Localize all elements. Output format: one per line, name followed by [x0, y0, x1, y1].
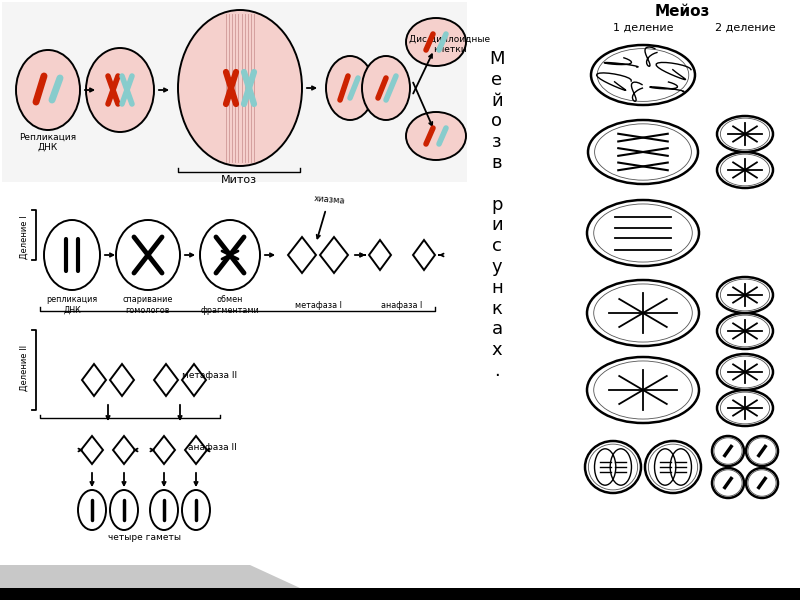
Ellipse shape	[746, 436, 778, 466]
Ellipse shape	[717, 277, 773, 313]
Ellipse shape	[116, 220, 180, 290]
Text: спаривание
гомологов: спаривание гомологов	[123, 295, 173, 314]
Ellipse shape	[182, 490, 210, 530]
Ellipse shape	[44, 220, 100, 290]
Text: Мейоз: Мейоз	[654, 4, 710, 19]
Ellipse shape	[78, 490, 106, 530]
Ellipse shape	[588, 120, 698, 184]
Ellipse shape	[645, 441, 701, 493]
Ellipse shape	[717, 152, 773, 188]
FancyBboxPatch shape	[2, 2, 467, 182]
Ellipse shape	[200, 220, 260, 290]
Text: анафаза II: анафаза II	[188, 443, 236, 452]
Text: четыре гаметы: четыре гаметы	[107, 533, 181, 542]
Ellipse shape	[150, 490, 178, 530]
Ellipse shape	[406, 112, 466, 160]
Ellipse shape	[326, 56, 374, 120]
Text: 1 деление: 1 деление	[613, 23, 674, 33]
Ellipse shape	[16, 50, 80, 130]
Ellipse shape	[712, 436, 744, 466]
Text: обмен
фрагментами: обмен фрагментами	[201, 295, 259, 314]
Text: метафаза I: метафаза I	[294, 301, 342, 310]
Ellipse shape	[717, 313, 773, 349]
Ellipse shape	[712, 468, 744, 498]
Ellipse shape	[717, 354, 773, 390]
Ellipse shape	[362, 56, 410, 120]
Ellipse shape	[587, 357, 699, 423]
Text: Деление I: Деление I	[19, 215, 29, 259]
Ellipse shape	[746, 468, 778, 498]
Ellipse shape	[178, 10, 302, 166]
Ellipse shape	[717, 390, 773, 426]
Ellipse shape	[587, 280, 699, 346]
Ellipse shape	[587, 200, 699, 266]
Ellipse shape	[591, 45, 695, 105]
Text: Дис диплоидные
клетки: Дис диплоидные клетки	[410, 34, 490, 54]
Text: метафаза II: метафаза II	[182, 371, 238, 380]
Text: М
е
й
о
з
в

р
и
с
у
н
к
а
х
.: М е й о з в р и с у н к а х .	[490, 50, 505, 380]
Text: Репликация
ДНК: Репликация ДНК	[19, 132, 77, 152]
Text: хиазма: хиазма	[314, 194, 346, 206]
Polygon shape	[0, 565, 300, 588]
Text: Митоз: Митоз	[221, 175, 257, 185]
Text: анафаза I: анафаза I	[382, 301, 422, 310]
Ellipse shape	[110, 490, 138, 530]
Ellipse shape	[585, 441, 641, 493]
Ellipse shape	[86, 48, 154, 132]
Polygon shape	[0, 588, 800, 600]
Text: 2 деление: 2 деление	[714, 23, 775, 33]
Text: Деление II: Деление II	[19, 345, 29, 391]
Ellipse shape	[717, 116, 773, 152]
Ellipse shape	[406, 18, 466, 66]
Text: репликация
ДНК: репликация ДНК	[46, 295, 98, 314]
